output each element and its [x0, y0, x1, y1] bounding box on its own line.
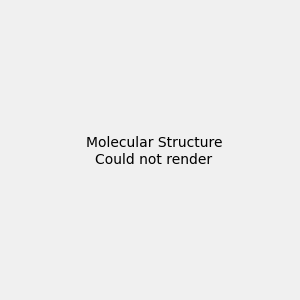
- Text: Molecular Structure
Could not render: Molecular Structure Could not render: [85, 136, 222, 166]
